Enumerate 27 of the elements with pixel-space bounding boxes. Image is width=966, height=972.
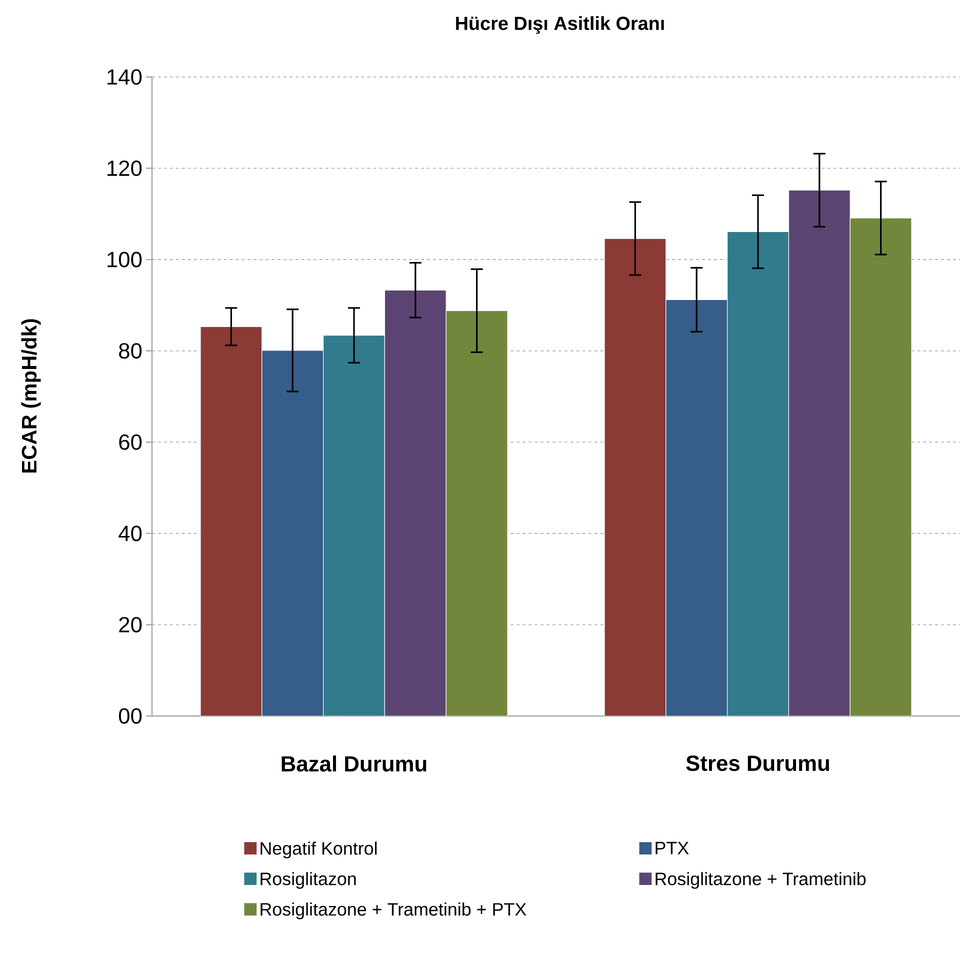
- bar: [384, 290, 446, 716]
- legend-label: Rosiglitazone + Trametinib + PTX: [260, 902, 526, 920]
- y-tick-label: 00: [118, 708, 142, 724]
- bar: [262, 350, 324, 716]
- bar: [666, 299, 728, 716]
- y-tick-label: 100: [108, 252, 142, 268]
- legend-label: Rosiglitazon: [260, 872, 356, 889]
- y-tick-label: 60: [119, 434, 142, 450]
- bar: [446, 310, 508, 716]
- bar: [727, 231, 790, 716]
- bar: [200, 326, 262, 716]
- y-tick-label: 120: [108, 160, 142, 176]
- legend-label: Rosiglitazone + Trametinib: [656, 872, 866, 889]
- x-tick-label: Stres Durumu: [686, 756, 830, 772]
- legend-label: PTX: [656, 842, 689, 854]
- y-tick-label: 80: [119, 343, 142, 359]
- y-tick-label: 140: [108, 69, 142, 85]
- x-tick-label: Bazal Durumu: [282, 756, 426, 772]
- chart-title: Hücre Dışı Asitlik Oranı: [456, 16, 664, 34]
- bar: [788, 190, 850, 716]
- bar: [323, 335, 386, 716]
- legend-label: Negatif Kontrol: [260, 842, 377, 858]
- y-axis-title: ECAR (mpH/dk): [21, 319, 41, 472]
- bar: [604, 238, 666, 716]
- y-tick-label: 20: [119, 616, 142, 632]
- y-tick-label: 40: [118, 526, 142, 542]
- bar: [850, 218, 912, 716]
